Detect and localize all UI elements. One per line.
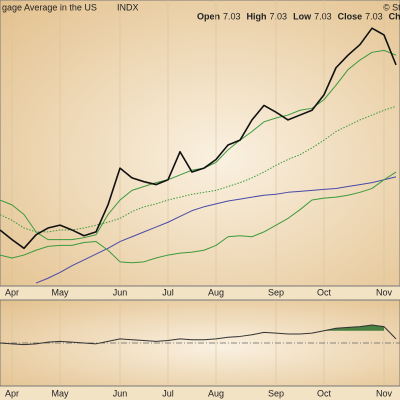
- x-tick-label: Sep: [268, 287, 284, 297]
- x-tick-label: Jul: [162, 287, 174, 297]
- series-line: [0, 324, 397, 346]
- symbol: INDX: [117, 2, 139, 12]
- x-tick-label: Oct: [317, 388, 332, 398]
- series-line: [0, 27, 397, 250]
- x-tick-label: Jun: [113, 388, 128, 398]
- quote-label: High: [247, 11, 267, 21]
- watermark: © Sto: [383, 2, 400, 12]
- x-tick-label: Nov: [376, 388, 393, 398]
- quote-label: Chg: [389, 11, 400, 21]
- x-tick-label: Apr: [5, 388, 19, 398]
- x-tick-label: May: [51, 287, 69, 297]
- x-tick-label: Aug: [208, 388, 224, 398]
- x-tick-label: Nov: [376, 287, 393, 297]
- series-line: [0, 49, 397, 241]
- quote-label: Open: [197, 11, 220, 21]
- x-tick-label: Aug: [208, 287, 224, 297]
- price-panel: [0, 0, 400, 287]
- series-line: [35, 176, 397, 284]
- quote-value: 7.03: [270, 11, 288, 21]
- x-tick-label: Jul: [162, 388, 174, 398]
- x-tick-label: Jun: [113, 287, 128, 297]
- quote-label: Close: [338, 11, 363, 21]
- x-tick-label: May: [51, 388, 69, 398]
- quote-value: 7.03: [365, 11, 383, 21]
- x-tick-label: Oct: [317, 287, 332, 297]
- x-tick-label: Sep: [268, 388, 284, 398]
- series-line: [0, 171, 397, 264]
- quote-value: 7.03: [223, 11, 241, 21]
- quote-value: 7.03: [314, 11, 332, 21]
- x-tick-label: Apr: [5, 287, 19, 297]
- chart-title: gage Average in the US: [2, 2, 97, 12]
- fill-area: [324, 324, 384, 331]
- quote-label: Low: [293, 11, 312, 21]
- series-line: [0, 105, 397, 233]
